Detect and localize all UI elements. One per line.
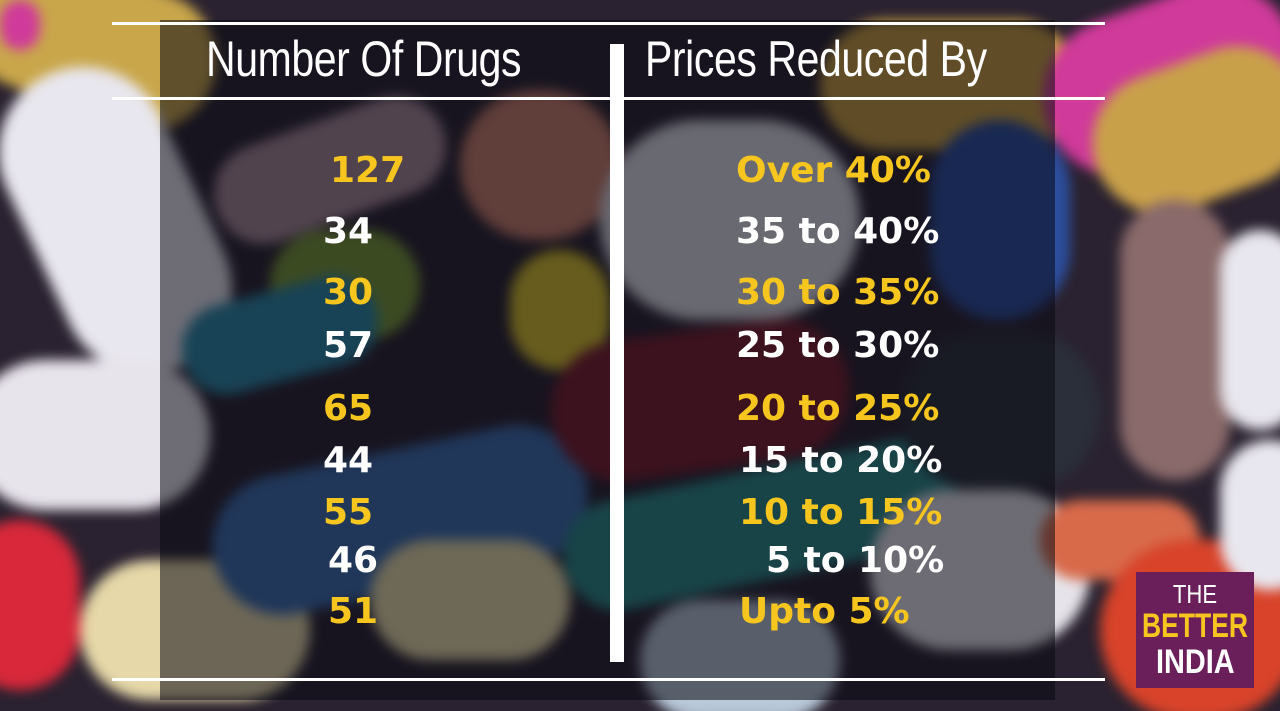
bottom-rule	[112, 678, 1105, 681]
price-reduction: Upto 5%	[739, 591, 910, 632]
logo-text-india: INDIA	[1155, 643, 1235, 681]
price-reduction: 5 to 10%	[766, 540, 945, 581]
logo-text-better: BETTER	[1141, 607, 1249, 645]
drug-count: 44	[323, 440, 374, 481]
price-reduction: 25 to 30%	[736, 325, 940, 366]
header-prices-reduced-by: Prices Reduced By	[645, 31, 987, 87]
price-reduction: 10 to 15%	[739, 492, 943, 533]
logo-text-the: THE	[1172, 579, 1218, 609]
price-reduction: Over 40%	[736, 150, 931, 191]
drug-count: 51	[328, 591, 379, 632]
dark-overlay-panel	[160, 20, 1055, 700]
price-reduction: 35 to 40%	[736, 211, 940, 252]
header-rule	[112, 97, 1105, 100]
column-divider	[610, 44, 624, 662]
drug-count: 34	[323, 211, 374, 252]
the-better-india-logo: THE BETTER INDIA	[1136, 572, 1254, 688]
header-number-of-drugs: Number Of Drugs	[206, 31, 522, 87]
top-rule	[112, 22, 1105, 25]
drug-count: 55	[323, 492, 374, 533]
drug-count: 30	[323, 272, 374, 313]
drug-count: 127	[330, 150, 406, 191]
price-reduction: 20 to 25%	[736, 388, 940, 429]
drug-count: 46	[328, 540, 379, 581]
price-reduction: 15 to 20%	[739, 440, 943, 481]
drug-count: 57	[323, 325, 374, 366]
price-reduction: 30 to 35%	[736, 272, 940, 313]
drug-count: 65	[323, 388, 374, 429]
